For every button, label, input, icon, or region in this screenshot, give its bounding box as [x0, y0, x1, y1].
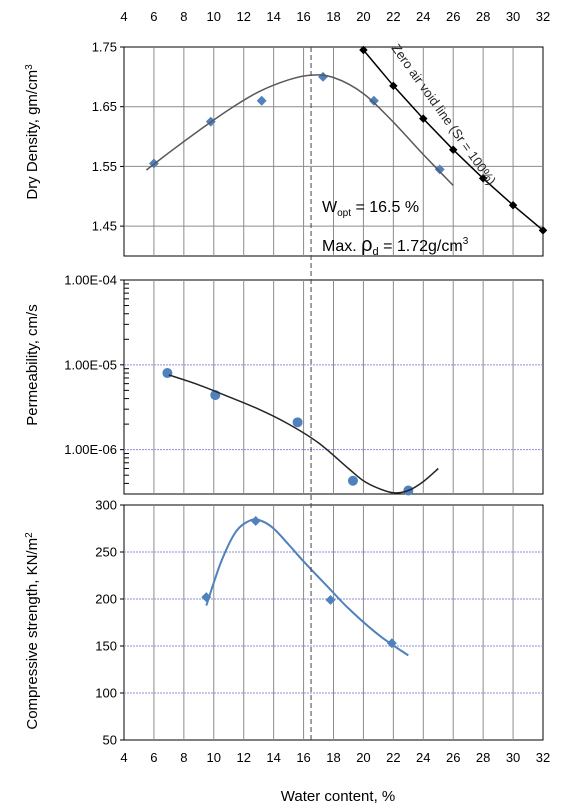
- bottom-x-tick-label: 26: [446, 750, 460, 765]
- permeability-y-tick-label: 1.00E-04: [64, 273, 117, 288]
- compressive-strength-fit-curve: [205, 518, 409, 657]
- dry-density-zero-air-void-point: [419, 114, 428, 123]
- permeability-y-tick-label: 1.00E-06: [64, 442, 117, 457]
- top-x-tick-label: 10: [207, 9, 221, 24]
- compressive-strength-y-tick-label: 200: [95, 592, 117, 607]
- y-axis-label-permeability: Permeability, cm/s: [24, 304, 41, 425]
- top-x-tick-label: 6: [150, 9, 157, 24]
- x-axis-label: Water content, %: [281, 788, 396, 805]
- dry-density-fit-curve: [145, 74, 454, 187]
- compressive-strength-y-tick-label: 250: [95, 545, 117, 560]
- bottom-x-tick-label: 14: [266, 750, 280, 765]
- bottom-x-tick-label: 30: [506, 750, 520, 765]
- bottom-x-tick-label: 12: [236, 750, 250, 765]
- compressive-strength-y-tick-label: 100: [95, 686, 117, 701]
- bottom-x-axis: 4 6 8 10 12 14 16 18 20 22 24 26 28 30 32: [120, 750, 550, 765]
- permeability-y-tick-label: 1.00E-05: [64, 357, 117, 372]
- dry-density-zero-air-void-point: [478, 174, 488, 183]
- permeability-fit-curve: [168, 374, 439, 494]
- bottom-x-tick-label: 20: [356, 750, 370, 765]
- compressive-strength-y-tick-label: 300: [95, 498, 117, 513]
- top-x-tick-label: 16: [296, 9, 310, 24]
- bottom-x-tick-label: 10: [207, 750, 221, 765]
- permeability-data-point: [292, 417, 303, 428]
- dry-density-zero-air-void-point: [448, 145, 458, 154]
- top-x-tick-label: 4: [120, 9, 127, 24]
- bottom-x-tick-label: 22: [386, 750, 400, 765]
- bottom-x-tick-label: 8: [180, 750, 187, 765]
- dry-density-zero-air-void-point: [389, 81, 398, 91]
- top-x-tick-label: 24: [416, 9, 430, 24]
- top-x-tick-label: 28: [476, 9, 490, 24]
- dry-density-data-point: [434, 164, 445, 175]
- dry-density-y-tick-label: 1.55: [92, 159, 117, 174]
- max-dry-density-annotation: Max. ρd = 1.72g/cm3: [322, 234, 469, 258]
- dry-density-y-tick-label: 1.65: [92, 99, 117, 114]
- permeability-panel: 1.00E-06 1.00E-05 1.00E-04: [64, 273, 544, 496]
- dry-density-panel: 1.45 1.55 1.65 1.75: [92, 40, 548, 257]
- compressive-strength-panel: 50 100 150 200 250 300: [95, 498, 544, 748]
- top-x-tick-label: 12: [236, 9, 250, 24]
- bottom-x-tick-label: 18: [326, 750, 340, 765]
- dry-density-y-tick-label: 1.75: [92, 40, 117, 55]
- bottom-x-tick-label: 24: [416, 750, 430, 765]
- bottom-x-tick-label: 4: [120, 750, 127, 765]
- top-x-tick-label: 20: [356, 9, 370, 24]
- top-x-tick-label: 18: [326, 9, 340, 24]
- bottom-x-tick-label: 16: [296, 750, 310, 765]
- bottom-x-tick-label: 32: [536, 750, 550, 765]
- top-x-tick-label: 32: [536, 9, 550, 24]
- compressive-strength-data-point: [325, 594, 336, 605]
- bottom-x-tick-label: 6: [150, 750, 157, 765]
- top-x-tick-label: 22: [386, 9, 400, 24]
- permeability-data-point: [347, 475, 358, 486]
- compressive-strength-y-tick-label: 150: [95, 639, 117, 654]
- y-axis-label-compressive-strength: Compressive strength, KN/m2: [24, 532, 42, 730]
- top-x-tick-label: 26: [446, 9, 460, 24]
- top-x-tick-label: 14: [266, 9, 280, 24]
- y-axis-label-dry-density: Dry Density, gm/cm3: [24, 64, 42, 200]
- bottom-x-tick-label: 28: [476, 750, 490, 765]
- top-x-axis: 4 6 8 10 12 14 16 18 20 22 24 26 28 30 32: [120, 9, 550, 24]
- dry-density-y-tick-label: 1.45: [92, 219, 117, 234]
- top-x-tick-label: 30: [506, 9, 520, 24]
- dry-density-zero-air-void-point: [508, 201, 518, 210]
- dry-density-zero-air-void-point: [359, 45, 368, 55]
- w-opt-annotation: Wopt = 16.5 %: [322, 199, 419, 219]
- permeability-data-point: [162, 368, 173, 379]
- top-x-tick-label: 8: [180, 9, 187, 24]
- compressive-strength-y-tick-label: 50: [103, 733, 117, 748]
